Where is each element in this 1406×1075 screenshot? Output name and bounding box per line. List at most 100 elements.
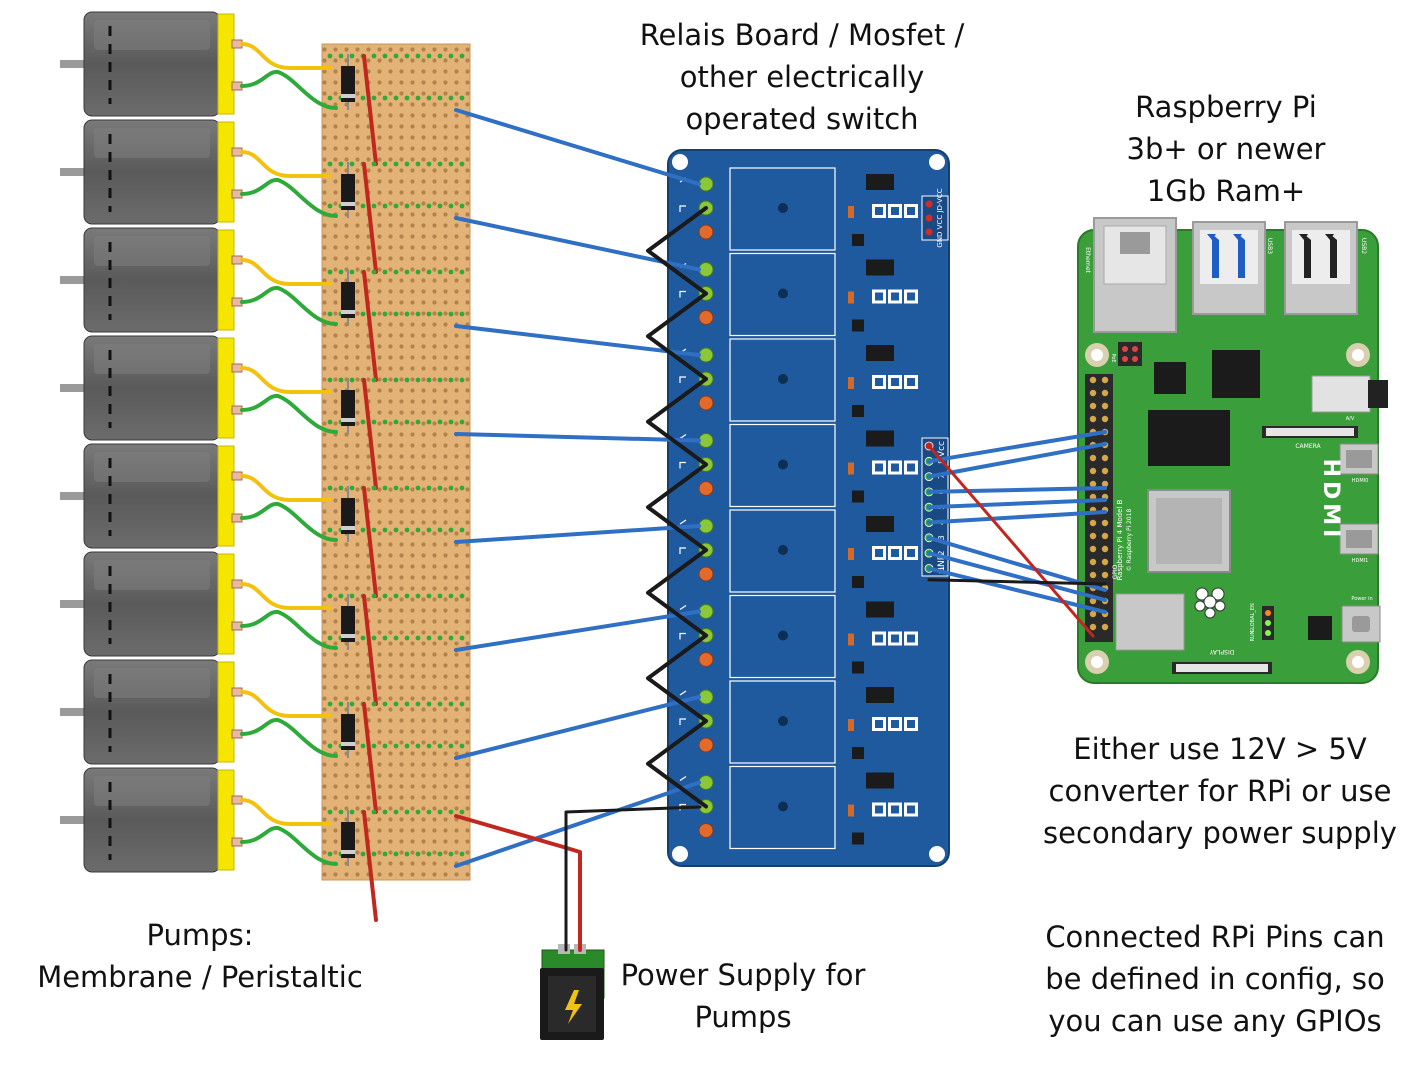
terminal-mark xyxy=(679,376,686,383)
terminal-nc xyxy=(698,481,714,496)
strip-hole xyxy=(459,635,465,641)
diode-band xyxy=(341,850,355,854)
smd-pad-inner xyxy=(891,292,899,301)
transistor xyxy=(852,234,864,246)
wire-signal-pump xyxy=(454,780,701,868)
strip-hole xyxy=(349,701,355,707)
strip-hole xyxy=(393,701,399,707)
relay-input-pin-label: 3 xyxy=(937,535,946,540)
strip-hole xyxy=(371,95,377,101)
strip-hole xyxy=(437,311,443,317)
smd-pad-inner xyxy=(907,463,915,472)
strip-hole xyxy=(371,203,377,209)
diode xyxy=(341,714,355,750)
smd-pad-inner xyxy=(875,634,883,643)
hdmi1-label: HDMI1 xyxy=(1352,558,1369,564)
strip-hole xyxy=(415,161,421,167)
pump-shaft xyxy=(60,600,86,608)
wire-relay-gnd xyxy=(927,578,1107,586)
wire-pump-neg xyxy=(240,393,338,434)
strip-hole xyxy=(437,701,443,707)
terminal-no xyxy=(698,433,714,448)
strip-hole xyxy=(349,809,355,815)
strip-hole xyxy=(448,203,454,209)
pump-highlight xyxy=(94,668,210,698)
diode-band xyxy=(341,94,355,98)
strip-hole xyxy=(404,95,410,101)
strip-hole xyxy=(382,53,388,59)
smd-pad-inner xyxy=(891,720,899,728)
strip-hole xyxy=(437,743,443,749)
strip-hole xyxy=(360,635,366,641)
usb2-label: USB2 xyxy=(1360,238,1367,254)
strip-hole xyxy=(371,743,377,749)
wire-signal-pump xyxy=(454,524,701,544)
strip-hole xyxy=(448,635,454,641)
smd-pad-inner xyxy=(907,720,915,728)
strip-hole xyxy=(382,377,388,383)
transistor xyxy=(852,319,864,332)
wire-com-chain xyxy=(646,719,708,809)
chip-ram xyxy=(1212,350,1260,398)
strip-hole xyxy=(437,161,443,167)
strip-hole xyxy=(393,419,399,425)
optocoupler xyxy=(866,601,894,618)
strip-hole xyxy=(393,809,399,815)
strip-hole xyxy=(426,701,432,707)
strip-hole xyxy=(426,593,432,599)
wire-com-chain xyxy=(646,633,708,723)
smd-pad-inner xyxy=(875,805,883,814)
wire-pump-pos xyxy=(240,690,332,718)
converter-note: Either use 12V > 5V converter for RPi or… xyxy=(1030,728,1406,854)
wire-gpio-signal xyxy=(927,551,1107,602)
terminal-nc xyxy=(698,737,714,753)
strip-hole xyxy=(382,809,388,815)
strip-hole xyxy=(404,53,410,59)
diode xyxy=(341,174,355,210)
display-connector: DISPLAY xyxy=(1172,648,1272,674)
strip-hole xyxy=(404,485,410,491)
gpio-pin xyxy=(1101,480,1109,488)
terminal-mark xyxy=(679,290,686,298)
strip-hole xyxy=(459,53,465,59)
terminal-nc xyxy=(698,566,714,582)
strip-hole xyxy=(459,161,465,167)
strip-hole xyxy=(415,701,421,707)
gpio-pin xyxy=(1101,467,1109,475)
optocoupler xyxy=(866,516,894,532)
strip-hole xyxy=(437,53,443,59)
terminal-nc xyxy=(698,395,714,411)
strip-hole xyxy=(404,743,410,749)
diode-band xyxy=(341,634,355,638)
strip-hole xyxy=(426,809,432,815)
wire-pump-neg xyxy=(240,69,338,110)
usb3-port: USB3 xyxy=(1192,221,1273,315)
strip-hole xyxy=(327,269,333,275)
strip-hole xyxy=(360,203,366,209)
strip-hole xyxy=(459,419,465,425)
strip-hole xyxy=(448,95,454,101)
strip-hole xyxy=(349,53,355,59)
strip-hole xyxy=(360,527,366,533)
strip-hole xyxy=(459,95,465,101)
strip-hole xyxy=(415,419,421,425)
wire-gpio-signal xyxy=(927,486,1107,494)
power-supply-label-line-2: Pumps xyxy=(694,1000,792,1034)
terminal-mark xyxy=(679,434,687,439)
strip-hole xyxy=(382,311,388,317)
gpio-pin xyxy=(1101,623,1109,631)
smd-resistor xyxy=(848,633,854,646)
pump-shaft xyxy=(60,816,86,824)
terminal-mark xyxy=(679,632,686,640)
pump-cap xyxy=(217,13,235,115)
strip-hole xyxy=(349,593,355,599)
strip-hole xyxy=(382,203,388,209)
strip-hole xyxy=(404,419,410,425)
strip-hole xyxy=(459,701,465,707)
pump xyxy=(60,227,243,333)
chip-usb-controller xyxy=(1148,410,1230,466)
smd-pad-inner xyxy=(891,207,899,215)
strip-hole xyxy=(426,635,432,641)
strip-hole xyxy=(382,635,388,641)
chip-power xyxy=(1308,616,1332,640)
